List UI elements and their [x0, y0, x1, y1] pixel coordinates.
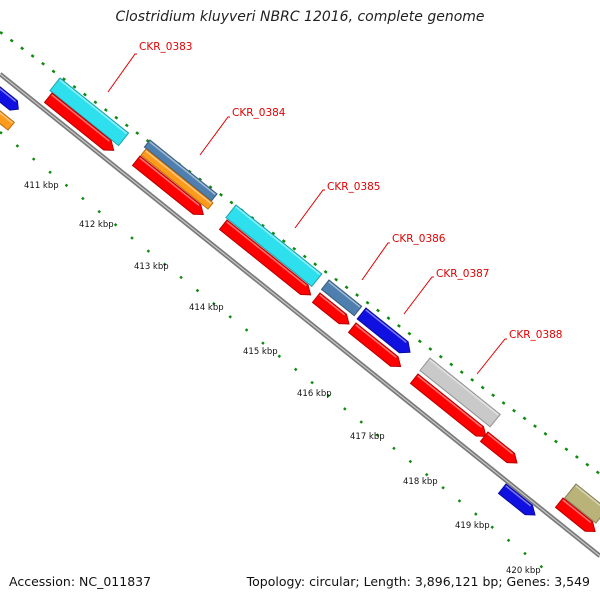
- red-cds-arrow[interactable]: [311, 292, 350, 325]
- scale-label: 412 kbp: [79, 220, 114, 230]
- accession-text: Accession: NC_011837: [9, 574, 152, 589]
- red-cds-arrow-highlight: [417, 375, 483, 428]
- genome-summary-text: Topology: circular; Length: 3,896,121 bp…: [246, 574, 590, 589]
- olive-feature-highlight: [575, 485, 600, 507]
- red-cds-arrow[interactable]: [43, 92, 115, 151]
- olive-feature[interactable]: [563, 483, 600, 524]
- scale-label: 415 kbp: [243, 347, 278, 357]
- scale-label: 418 kbp: [403, 477, 438, 487]
- red-cds-arrow[interactable]: [479, 431, 518, 464]
- orange-feature[interactable]: [0, 106, 16, 131]
- gray-feature[interactable]: [419, 357, 501, 428]
- scale-label: 417 kbp: [350, 432, 385, 442]
- red-cds-arrow[interactable]: [218, 219, 312, 296]
- steel-blue-feature[interactable]: [320, 279, 363, 317]
- orange-feature-highlight: [0, 111, 13, 124]
- blue-feature[interactable]: [356, 307, 411, 354]
- gene-callouts: [107, 53, 507, 375]
- outer-tick-line: [0, 30, 600, 476]
- scale-label: 420 kbp: [506, 566, 541, 576]
- scale-label: 411 kbp: [24, 181, 59, 191]
- blue-feature-highlight: [365, 309, 407, 344]
- map-title: Clostridium kluyveri NBRC 12016, complet…: [115, 9, 485, 25]
- steel-blue-feature-highlight: [328, 281, 361, 308]
- red-cds-arrow-highlight: [562, 499, 592, 524]
- cyan-feature-highlight: [59, 79, 128, 135]
- red-cds-arrow-highlight: [51, 94, 110, 142]
- red-cds-arrow[interactable]: [409, 373, 487, 437]
- orange-feature[interactable]: [140, 148, 214, 210]
- scale-label: 413 kbp: [134, 262, 169, 272]
- scale-label: 419 kbp: [455, 521, 490, 531]
- blue-feature[interactable]: [0, 82, 19, 111]
- scale-label: 414 kbp: [189, 303, 224, 313]
- steel-blue-feature-highlight: [149, 141, 216, 196]
- red-cds-arrow[interactable]: [131, 155, 204, 216]
- red-cds-arrow-highlight: [226, 221, 307, 287]
- cyan-feature-highlight: [235, 206, 321, 276]
- red-cds-arrow[interactable]: [347, 322, 402, 368]
- red-cds-arrow-highlight: [319, 294, 346, 316]
- genome-backbone: [0, 72, 600, 558]
- gene-labels: CKR_0383 CKR_0384 CKR_0385 CKR_0386 CKR_…: [139, 41, 562, 341]
- scale-label: 416 kbp: [297, 389, 332, 399]
- gene-label[interactable]: CKR_0387: [436, 268, 489, 280]
- gene-label[interactable]: CKR_0384: [232, 107, 286, 119]
- feature-track: [0, 77, 600, 533]
- scale-labels: 411 kbp 412 kbp 413 kbp 414 kbp 415 kbp …: [24, 181, 541, 576]
- gene-label[interactable]: CKR_0383: [139, 41, 192, 53]
- blue-feature-highlight: [505, 485, 532, 507]
- steel-blue-feature[interactable]: [143, 139, 218, 202]
- gene-label[interactable]: CKR_0386: [392, 233, 446, 245]
- red-cds-arrow[interactable]: [554, 497, 596, 533]
- gene-label[interactable]: CKR_0385: [327, 181, 380, 193]
- cyan-feature[interactable]: [49, 77, 130, 147]
- red-cds-arrow-highlight: [487, 433, 514, 455]
- red-cds-arrow-highlight: [355, 324, 397, 359]
- orange-feature-highlight: [145, 150, 212, 205]
- blue-feature-highlight: [0, 87, 17, 102]
- gray-feature-highlight: [429, 359, 499, 416]
- gene-label[interactable]: CKR_0388: [509, 329, 562, 341]
- red-cds-arrow-highlight: [139, 157, 200, 207]
- blue-feature[interactable]: [497, 483, 536, 516]
- cyan-feature[interactable]: [225, 204, 323, 288]
